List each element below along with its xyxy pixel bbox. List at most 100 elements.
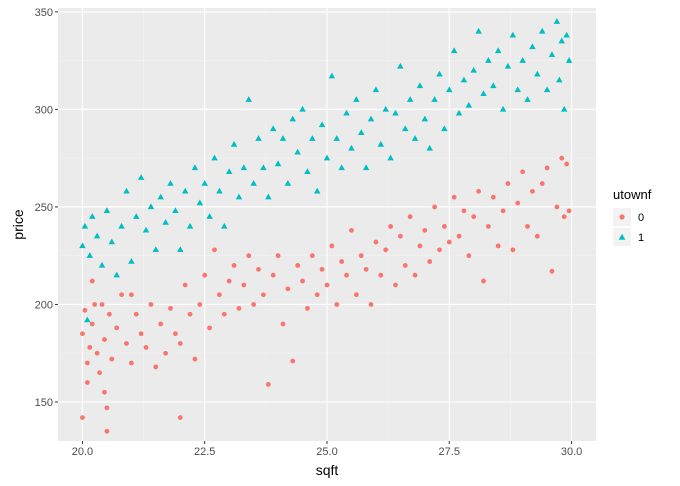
data-point-0	[87, 344, 93, 350]
data-point-1	[79, 242, 86, 249]
data-point-0	[510, 247, 516, 253]
data-point-1	[494, 47, 502, 54]
data-point-0	[314, 292, 320, 298]
data-point-0	[305, 305, 310, 311]
data-point-0	[143, 344, 149, 350]
data-point-1	[240, 164, 248, 171]
data-point-1	[441, 125, 448, 132]
data-point-1	[406, 96, 414, 102]
legend-label: 0	[638, 212, 644, 224]
data-point-1	[450, 47, 458, 54]
data-point-1	[387, 154, 394, 161]
data-point-1	[485, 57, 492, 63]
data-point-1	[81, 222, 89, 229]
data-point-0	[256, 266, 261, 272]
data-point-0	[544, 165, 550, 171]
data-point-1	[426, 144, 433, 151]
data-point-1	[225, 168, 233, 174]
data-point-1	[299, 105, 306, 112]
data-point-0	[168, 305, 173, 311]
data-point-0	[358, 253, 364, 259]
data-point-0	[221, 311, 227, 317]
data-point-0	[461, 208, 467, 214]
data-point-0	[192, 356, 198, 362]
data-point-1	[357, 129, 365, 135]
data-point-0	[441, 224, 447, 229]
data-point-1	[519, 57, 526, 63]
data-point-0	[505, 181, 511, 186]
data-point-0	[197, 302, 203, 307]
y-tick-label: 350	[35, 7, 53, 19]
data-point-0	[106, 311, 112, 317]
data-point-1	[123, 187, 130, 194]
legend-title: utownf	[613, 187, 652, 202]
data-point-0	[119, 292, 124, 298]
data-point-1	[108, 238, 116, 245]
data-point-0	[407, 214, 413, 220]
data-point-0	[207, 325, 213, 331]
legend: utownf 0 1	[613, 187, 652, 246]
data-point-0	[84, 380, 90, 385]
data-point-0	[231, 263, 237, 268]
data-point-0	[138, 331, 144, 337]
data-point-0	[476, 188, 482, 194]
data-point-1	[560, 105, 568, 112]
grid	[58, 8, 596, 441]
data-point-0	[172, 331, 178, 337]
data-point-0	[177, 341, 183, 346]
data-point-0	[481, 278, 486, 284]
data-point-1	[181, 187, 189, 194]
x-tick-label: 22.5	[194, 446, 215, 458]
data-point-0	[353, 292, 359, 298]
data-point-0	[402, 263, 408, 268]
data-point-1	[353, 96, 360, 102]
data-point-0	[177, 415, 183, 420]
data-point-1	[534, 70, 541, 77]
data-point-0	[520, 169, 526, 175]
data-point-1	[421, 115, 429, 122]
data-point-1	[313, 187, 321, 194]
data-point-1	[338, 164, 345, 171]
data-point-0	[290, 358, 296, 364]
data-point-1	[230, 140, 238, 147]
y-tick-label: 300	[35, 104, 53, 116]
x-tick-label: 30.0	[561, 446, 582, 458]
data-point-0	[80, 331, 85, 337]
data-point-0	[153, 364, 159, 370]
data-point-1	[167, 179, 174, 186]
data-point-0	[285, 286, 291, 292]
data-point-0	[446, 239, 452, 245]
data-point-0	[373, 239, 379, 245]
data-point-1	[499, 105, 507, 112]
data-point-1	[538, 27, 546, 34]
data-point-1	[470, 66, 477, 73]
data-point-1	[328, 72, 336, 79]
y-axis: 150 200 250 300 350	[35, 7, 58, 409]
data-point-0	[84, 360, 90, 366]
data-point-0	[412, 272, 418, 278]
data-point-1	[206, 213, 213, 219]
data-point-1	[402, 125, 409, 132]
data-point-0	[187, 311, 193, 317]
data-point-1	[93, 232, 101, 239]
data-point-0	[148, 302, 154, 307]
data-point-1	[260, 164, 267, 171]
data-point-0	[495, 243, 501, 249]
x-tick-label: 25.0	[316, 446, 337, 458]
data-point-1	[88, 213, 96, 219]
data-point-0	[280, 321, 286, 327]
data-point-1	[211, 154, 218, 161]
data-point-1	[416, 82, 424, 89]
data-point-1	[362, 164, 370, 171]
data-point-0	[133, 311, 139, 317]
data-point-0	[102, 337, 107, 342]
data-point-1	[152, 246, 160, 253]
data-point-0	[393, 282, 398, 288]
data-point-0	[241, 282, 247, 288]
data-point-0	[525, 224, 530, 229]
data-point-0	[319, 266, 325, 272]
data-point-0	[539, 181, 545, 186]
data-point-0	[349, 227, 354, 233]
data-point-1	[284, 179, 292, 186]
